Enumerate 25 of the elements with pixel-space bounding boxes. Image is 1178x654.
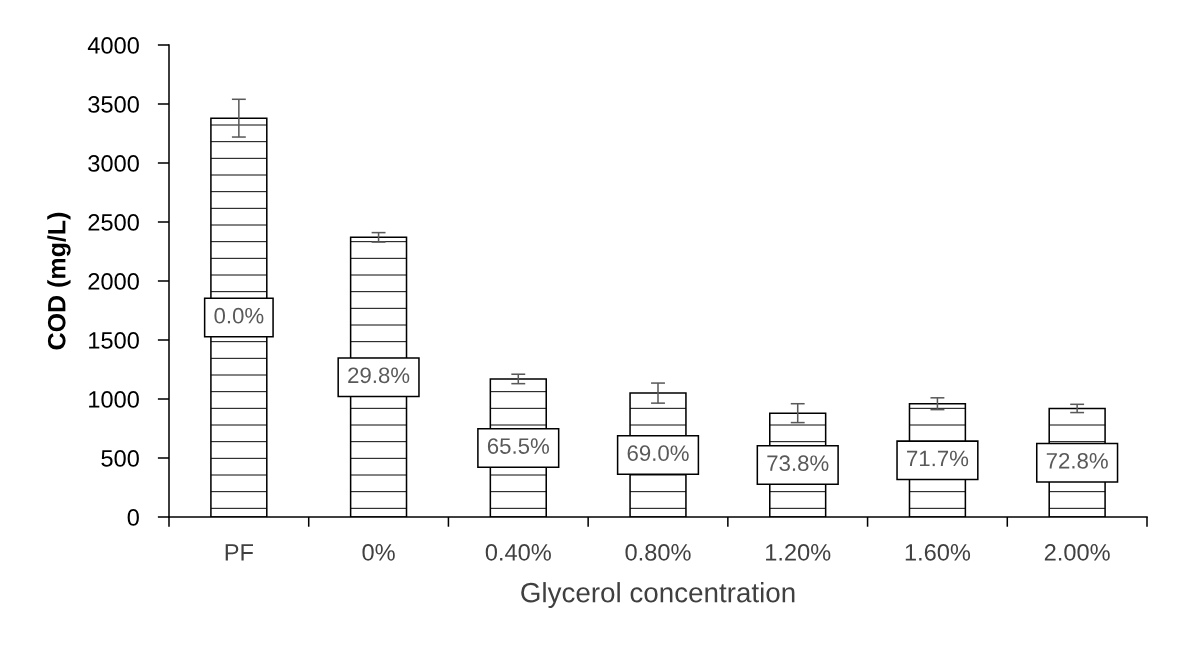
x-tick-label: 1.60% (905, 544, 971, 561)
y-tick-label: 3000 (88, 155, 139, 172)
y-tick-label: 4000 (87, 37, 139, 54)
y-axis-title: COD (mg/L) (47, 212, 71, 350)
y-tick-label: 3500 (88, 96, 139, 113)
x-tick-label: PF (225, 544, 253, 561)
y-tick-label: 500 (101, 450, 139, 467)
annotation: 73.8% (767, 455, 829, 472)
annotation: 65.5% (487, 438, 549, 454)
annotation: 71.7% (907, 450, 969, 467)
x-tick-label: 1.20% (766, 544, 831, 561)
y-tick-label: 2000 (88, 273, 139, 290)
y-tick-label: 2500 (88, 214, 139, 231)
x-tick-label: 2.00% (1044, 544, 1110, 561)
y-tick-label: 0 (127, 509, 139, 526)
annotation: 29.8% (348, 367, 410, 384)
annotation: 69.0% (627, 445, 689, 462)
x-tick-label: 0% (362, 544, 395, 561)
annotation: 72.8% (1046, 452, 1108, 469)
annotation: 0.0% (214, 307, 264, 324)
x-tick-label: 0.40% (485, 544, 551, 561)
x-tick-label: 0.80% (625, 544, 691, 561)
x-axis-title: Glycerol concentration (521, 582, 795, 608)
y-tick-label: 1000 (89, 391, 139, 408)
y-tick-label: 1500 (89, 332, 139, 349)
